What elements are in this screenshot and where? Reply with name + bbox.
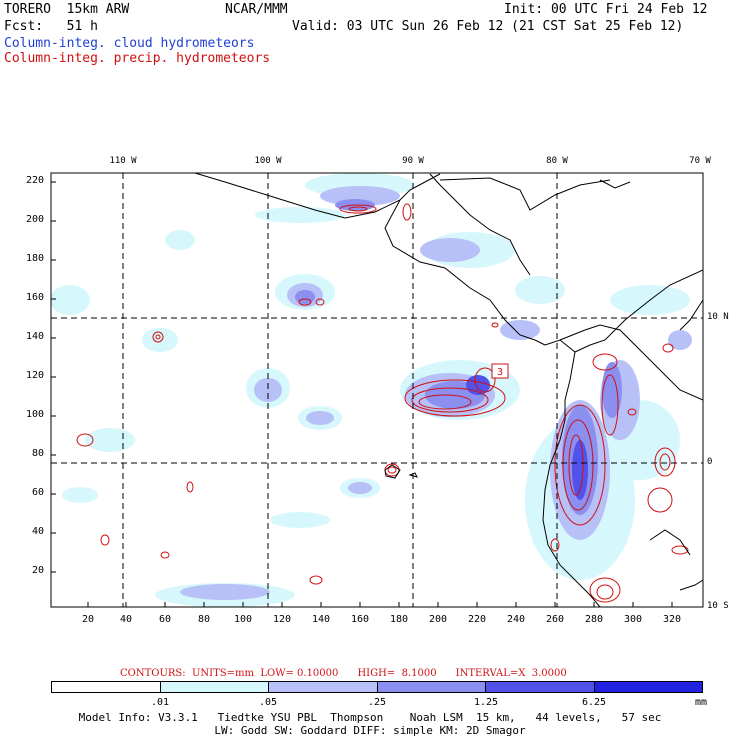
y-tick: 120 bbox=[25, 370, 44, 381]
cloud-field bbox=[51, 173, 692, 607]
field-cloud-title: Column-integ. cloud hydrometeors bbox=[4, 36, 255, 51]
y-tick: 40 bbox=[31, 526, 44, 537]
map-frame bbox=[50, 172, 704, 608]
x-tick: 100 bbox=[233, 614, 253, 625]
colorbar-level: 1.25 bbox=[473, 697, 499, 708]
lon-label-70w: 70 W bbox=[689, 156, 711, 166]
field-precip-title: Column-integ. precip. hydrometeors bbox=[4, 51, 271, 66]
x-tick: 320 bbox=[662, 614, 682, 625]
x-tick: 280 bbox=[584, 614, 604, 625]
y-tick: 200 bbox=[25, 214, 44, 225]
color-swatch bbox=[377, 682, 486, 692]
x-tick: 300 bbox=[623, 614, 643, 625]
y-tick: 180 bbox=[25, 253, 44, 264]
color-swatch bbox=[269, 682, 378, 692]
y-tick: 160 bbox=[25, 292, 44, 303]
y-tick: 60 bbox=[31, 487, 44, 498]
lat-label-10s: 10 S bbox=[707, 601, 729, 611]
lat-lon-grid bbox=[51, 173, 703, 607]
organization: NCAR/MMM bbox=[225, 2, 288, 17]
x-tick: 40 bbox=[119, 614, 133, 625]
color-swatch bbox=[160, 682, 269, 692]
model-name: TORERO 15km ARW bbox=[4, 2, 130, 17]
colorbar-unit: mm bbox=[694, 697, 708, 708]
colorbar-level: .05 bbox=[258, 697, 278, 708]
y-tick: 80 bbox=[31, 448, 44, 459]
x-tick: 160 bbox=[350, 614, 370, 625]
color-bar bbox=[51, 681, 703, 693]
y-tick: 140 bbox=[25, 331, 44, 342]
x-tick: 80 bbox=[197, 614, 211, 625]
contour-info: CONTOURS: UNITS=mm LOW= 0.10000 HIGH= 8.… bbox=[120, 668, 567, 679]
x-tick: 220 bbox=[467, 614, 487, 625]
lon-label-110w: 110 W bbox=[109, 156, 137, 166]
x-tick: 20 bbox=[81, 614, 95, 625]
x-tick: 240 bbox=[506, 614, 526, 625]
axis-ticks bbox=[51, 181, 673, 607]
lat-label-0: 0 bbox=[707, 457, 713, 467]
x-tick: 60 bbox=[158, 614, 172, 625]
valid-time: Valid: 03 UTC Sun 26 Feb 12 (21 CST Sat … bbox=[292, 19, 684, 34]
colorbar-level: .01 bbox=[150, 697, 170, 708]
color-swatch bbox=[52, 682, 161, 692]
x-tick: 120 bbox=[272, 614, 292, 625]
x-tick: 180 bbox=[389, 614, 409, 625]
init-time: Init: 00 UTC Fri 24 Feb 12 bbox=[504, 2, 708, 17]
colorbar-level: 6.25 bbox=[581, 697, 607, 708]
y-tick: 100 bbox=[25, 409, 44, 420]
forecast-hour: Fcst: 51 h bbox=[4, 19, 98, 34]
y-tick: 20 bbox=[31, 565, 44, 576]
y-tick: 220 bbox=[25, 175, 44, 186]
model-info-line2: LW: Godd SW: Goddard DIFF: simple KM: 2D… bbox=[214, 724, 526, 737]
lon-label-90w: 90 W bbox=[402, 156, 424, 166]
colorbar-level: .25 bbox=[367, 697, 387, 708]
lat-label-10n: 10 N bbox=[707, 312, 729, 322]
color-swatch bbox=[486, 682, 595, 692]
x-tick: 200 bbox=[428, 614, 448, 625]
coastlines bbox=[194, 173, 703, 607]
x-tick: 260 bbox=[545, 614, 565, 625]
precip-contours bbox=[76, 203, 689, 603]
model-info-line1: Model Info: V3.3.1 Tiedtke YSU PBL Thomp… bbox=[78, 711, 662, 724]
lon-label-100w: 100 W bbox=[254, 156, 282, 166]
color-swatch bbox=[594, 682, 702, 692]
max-value-label: 3 bbox=[497, 367, 503, 378]
lon-label-80w: 80 W bbox=[546, 156, 568, 166]
max-value-box bbox=[491, 363, 509, 379]
x-tick: 140 bbox=[311, 614, 331, 625]
